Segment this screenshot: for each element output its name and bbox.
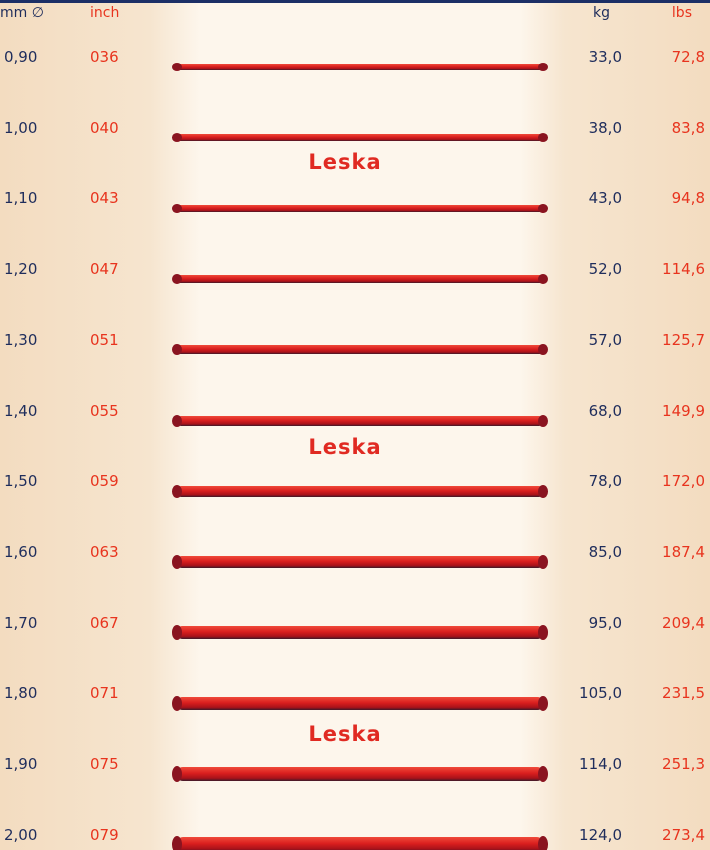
strength-kg: 43,0 xyxy=(589,189,622,207)
line-sample xyxy=(176,416,544,426)
line-end xyxy=(538,415,548,427)
line-end xyxy=(538,625,548,639)
column-header: kg xyxy=(593,4,610,22)
line-end xyxy=(538,63,548,71)
line-sample xyxy=(176,767,544,781)
strength-lbs: 83,8 xyxy=(672,119,705,137)
line-end xyxy=(172,204,182,214)
diameter-mm: 1,90 xyxy=(4,755,37,773)
line-end xyxy=(172,555,182,569)
strength-lbs: 273,4 xyxy=(662,826,705,844)
line-sample xyxy=(176,556,544,568)
column-header: inch xyxy=(90,4,119,22)
strength-lbs: 72,8 xyxy=(672,48,705,66)
line-sample xyxy=(176,486,544,497)
line-end xyxy=(172,625,182,639)
diameter-inch: 036 xyxy=(90,48,119,66)
diameter-mm: 1,80 xyxy=(4,684,37,702)
strength-lbs: 187,4 xyxy=(662,543,705,561)
strength-lbs: 149,9 xyxy=(662,402,705,420)
line-end xyxy=(538,204,548,214)
strength-lbs: 209,4 xyxy=(662,614,705,632)
diameter-mm: 1,00 xyxy=(4,119,37,137)
line-end xyxy=(172,696,182,711)
line-end xyxy=(538,485,548,498)
strength-lbs: 251,3 xyxy=(662,755,705,773)
line-end xyxy=(172,63,182,71)
diameter-mm: 0,90 xyxy=(4,48,37,66)
diameter-inch: 067 xyxy=(90,614,119,632)
strength-kg: 57,0 xyxy=(589,331,622,349)
diameter-inch: 071 xyxy=(90,684,119,702)
strength-kg: 124,0 xyxy=(579,826,622,844)
diameter-mm: 1,10 xyxy=(4,189,37,207)
brand-label: Leska xyxy=(285,150,405,174)
line-end xyxy=(172,836,182,850)
strength-kg: 114,0 xyxy=(579,755,622,773)
strength-kg: 68,0 xyxy=(589,402,622,420)
diameter-inch: 063 xyxy=(90,543,119,561)
line-sample xyxy=(176,345,544,354)
diameter-mm: 1,40 xyxy=(4,402,37,420)
brand-label: Leska xyxy=(285,722,405,746)
top-rule xyxy=(0,0,710,3)
diameter-inch: 051 xyxy=(90,331,119,349)
diameter-inch: 075 xyxy=(90,755,119,773)
diameter-mm: 1,50 xyxy=(4,472,37,490)
strength-lbs: 172,0 xyxy=(662,472,705,490)
strength-kg: 38,0 xyxy=(589,119,622,137)
line-sample xyxy=(176,275,544,283)
diameter-mm: 1,20 xyxy=(4,260,37,278)
strength-kg: 85,0 xyxy=(589,543,622,561)
strength-kg: 105,0 xyxy=(579,684,622,702)
strength-lbs: 231,5 xyxy=(662,684,705,702)
line-sample xyxy=(176,64,544,70)
strength-lbs: 94,8 xyxy=(672,189,705,207)
diameter-inch: 079 xyxy=(90,826,119,844)
line-sample xyxy=(176,134,544,141)
line-end xyxy=(538,344,548,355)
column-header: lbs xyxy=(672,4,692,22)
line-sample xyxy=(176,837,544,850)
diameter-inch: 043 xyxy=(90,189,119,207)
line-end xyxy=(538,133,548,142)
strength-lbs: 114,6 xyxy=(662,260,705,278)
line-sample xyxy=(176,626,544,638)
strength-kg: 95,0 xyxy=(589,614,622,632)
line-sample xyxy=(176,205,544,213)
diameter-mm: 2,00 xyxy=(4,826,37,844)
diameter-mm: 1,30 xyxy=(4,331,37,349)
line-end xyxy=(538,555,548,569)
line-end xyxy=(172,485,182,498)
line-end xyxy=(538,766,548,782)
diameter-inch: 047 xyxy=(90,260,119,278)
catalog-page: mm ∅ inch kg lbs 0,90 036 33,0 72,8 1,00 040 38,0 8… xyxy=(0,0,710,850)
diameter-inch: 059 xyxy=(90,472,119,490)
brand-label: Leska xyxy=(285,435,405,459)
line-end xyxy=(538,836,548,850)
strength-kg: 52,0 xyxy=(589,260,622,278)
line-end xyxy=(172,766,182,782)
line-end xyxy=(172,415,182,427)
line-end xyxy=(538,274,548,284)
diameter-inch: 040 xyxy=(90,119,119,137)
line-end xyxy=(538,696,548,711)
diameter-mm: 1,70 xyxy=(4,614,37,632)
diameter-inch: 055 xyxy=(90,402,119,420)
strength-lbs: 125,7 xyxy=(662,331,705,349)
diameter-mm: 1,60 xyxy=(4,543,37,561)
line-sample xyxy=(176,697,544,710)
strength-kg: 78,0 xyxy=(589,472,622,490)
column-header: mm ∅ xyxy=(0,4,44,22)
strength-kg: 33,0 xyxy=(589,48,622,66)
